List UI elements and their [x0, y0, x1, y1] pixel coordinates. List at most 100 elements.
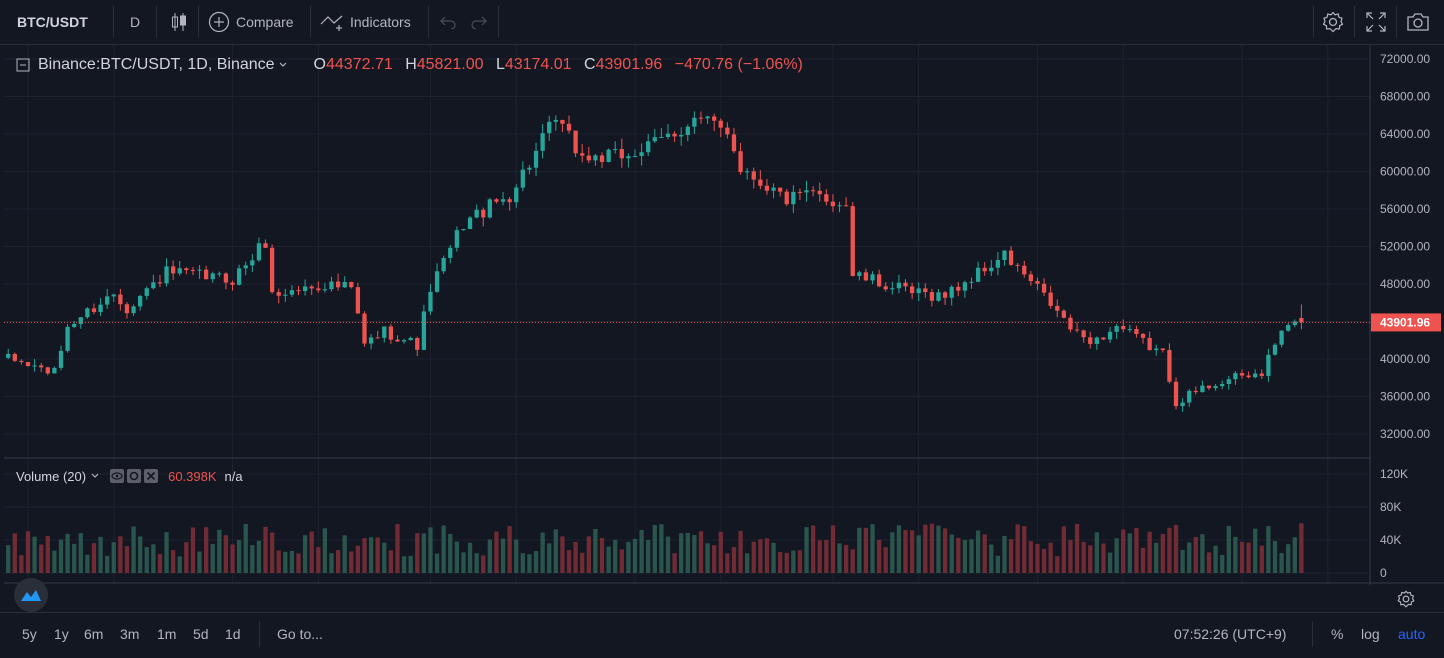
range-1y-button[interactable]: 1y — [54, 613, 69, 655]
range-3m-button[interactable]: 3m — [120, 613, 139, 655]
axis-settings-icon[interactable] — [1397, 590, 1415, 608]
volume-bar — [1200, 534, 1205, 573]
clock-button[interactable]: 07:52:26 (UTC+9) — [1174, 613, 1286, 655]
volume-bar — [547, 543, 552, 573]
volume-bar — [1239, 541, 1245, 573]
candle-body — [758, 179, 763, 186]
interval-button[interactable]: D — [130, 0, 140, 44]
candle-body — [1193, 390, 1198, 393]
volume-bar — [613, 539, 618, 573]
price-axis-label: 56000.00 — [1380, 202, 1430, 216]
candle — [428, 284, 433, 315]
candle-body — [250, 260, 255, 266]
fullscreen-button[interactable] — [1366, 0, 1386, 44]
compare-button[interactable]: Compare — [208, 0, 294, 44]
volume-bar — [118, 536, 123, 573]
symbol-label: BTC/USDT — [17, 14, 88, 30]
volume-bar — [1088, 545, 1093, 573]
candle-body — [138, 295, 143, 307]
candle — [540, 123, 545, 159]
price-chart[interactable]: 72000.00 68000.00 64000.00 60000.00 56000.00… — [0, 45, 1444, 585]
volume-bar — [989, 544, 994, 573]
price-axis[interactable]: 72000.00 68000.00 64000.00 60000.00 56000.00… — [1380, 52, 1430, 441]
volume-bar — [626, 541, 631, 573]
volume-bar — [1134, 527, 1139, 573]
redo-button[interactable] — [471, 0, 487, 44]
eye-icon[interactable] — [110, 469, 125, 483]
candle — [850, 201, 855, 277]
candle — [335, 273, 341, 291]
volume-bar — [533, 551, 539, 573]
chevron-down-icon[interactable] — [90, 472, 100, 480]
volume-legend-title[interactable]: Volume (20) — [16, 468, 87, 484]
candle-body — [111, 294, 116, 297]
candle-body — [494, 199, 499, 202]
candle-body — [428, 291, 433, 312]
auto-scale-button[interactable]: auto — [1398, 613, 1425, 655]
candle — [599, 152, 605, 168]
candle — [203, 265, 209, 280]
range-6m-button[interactable]: 6m — [84, 613, 103, 655]
candle-body — [975, 267, 981, 282]
toolbar-divider — [1354, 6, 1355, 38]
candle-body — [151, 282, 156, 289]
goto-label: Go to... — [277, 626, 323, 642]
volume-bar — [843, 544, 849, 573]
range-5d-button[interactable]: 5d — [193, 613, 209, 655]
volume-bar — [672, 553, 677, 573]
range-1d-button[interactable]: 1d — [225, 613, 241, 655]
chevron-down-icon[interactable] — [278, 61, 288, 69]
candle-body — [382, 326, 387, 338]
candle-body — [329, 281, 334, 290]
log-scale-button[interactable]: log — [1361, 613, 1380, 655]
volume-bar — [1002, 535, 1007, 573]
chart-type-button[interactable] — [170, 0, 188, 44]
gear-icon[interactable] — [127, 469, 142, 483]
volume-bar — [454, 541, 460, 573]
brand-logo[interactable] — [14, 578, 48, 612]
candle-body — [830, 201, 836, 207]
settings-button[interactable] — [1322, 0, 1344, 44]
volume-bar — [1206, 552, 1212, 573]
candle-body — [810, 190, 816, 192]
price-axis-label: 32000.00 — [1380, 427, 1430, 441]
indicators-button[interactable]: Indicators — [320, 0, 411, 44]
candle-body — [1160, 348, 1165, 351]
percent-scale-button[interactable]: % — [1331, 613, 1343, 655]
candle — [520, 161, 525, 192]
candle — [692, 111, 697, 134]
high-label: H — [405, 56, 417, 73]
candle — [1286, 323, 1291, 332]
volume-axis-label: 40K — [1380, 533, 1401, 547]
range-1m-button[interactable]: 1m — [157, 613, 176, 655]
candle-body — [1002, 250, 1007, 261]
volume-bar — [1147, 531, 1152, 573]
volume-axis[interactable]: 120K 80K 40K 0 — [1380, 467, 1408, 580]
close-icon[interactable] — [144, 469, 159, 483]
candle-body — [1200, 385, 1205, 393]
goto-date-button[interactable]: Go to... — [277, 613, 323, 655]
candle-body — [613, 149, 618, 151]
candle-body — [876, 274, 882, 287]
candle — [256, 237, 262, 262]
range-5y-button[interactable]: 5y — [22, 613, 37, 655]
volume-bar — [659, 524, 664, 573]
symbol-search-button[interactable]: BTC/USDT — [17, 0, 88, 44]
collapse-legend-icon[interactable] — [16, 58, 30, 72]
candle — [784, 189, 789, 207]
candle-body — [342, 281, 347, 288]
candle-body — [164, 266, 169, 284]
candle — [197, 265, 202, 279]
candle — [1154, 344, 1159, 356]
candle-body — [6, 354, 11, 358]
series-title[interactable]: Binance:BTC/USDT, 1D, Binance — [38, 56, 275, 73]
candle-body — [606, 149, 611, 162]
chart-area[interactable]: 72000.00 68000.00 64000.00 60000.00 56000.00… — [0, 45, 1444, 612]
volume-bar — [942, 528, 948, 573]
candle — [857, 270, 862, 281]
candle — [1272, 343, 1278, 356]
snapshot-button[interactable] — [1406, 0, 1430, 44]
volume-bar — [586, 536, 591, 573]
undo-button[interactable] — [440, 0, 456, 44]
candle — [936, 288, 941, 302]
